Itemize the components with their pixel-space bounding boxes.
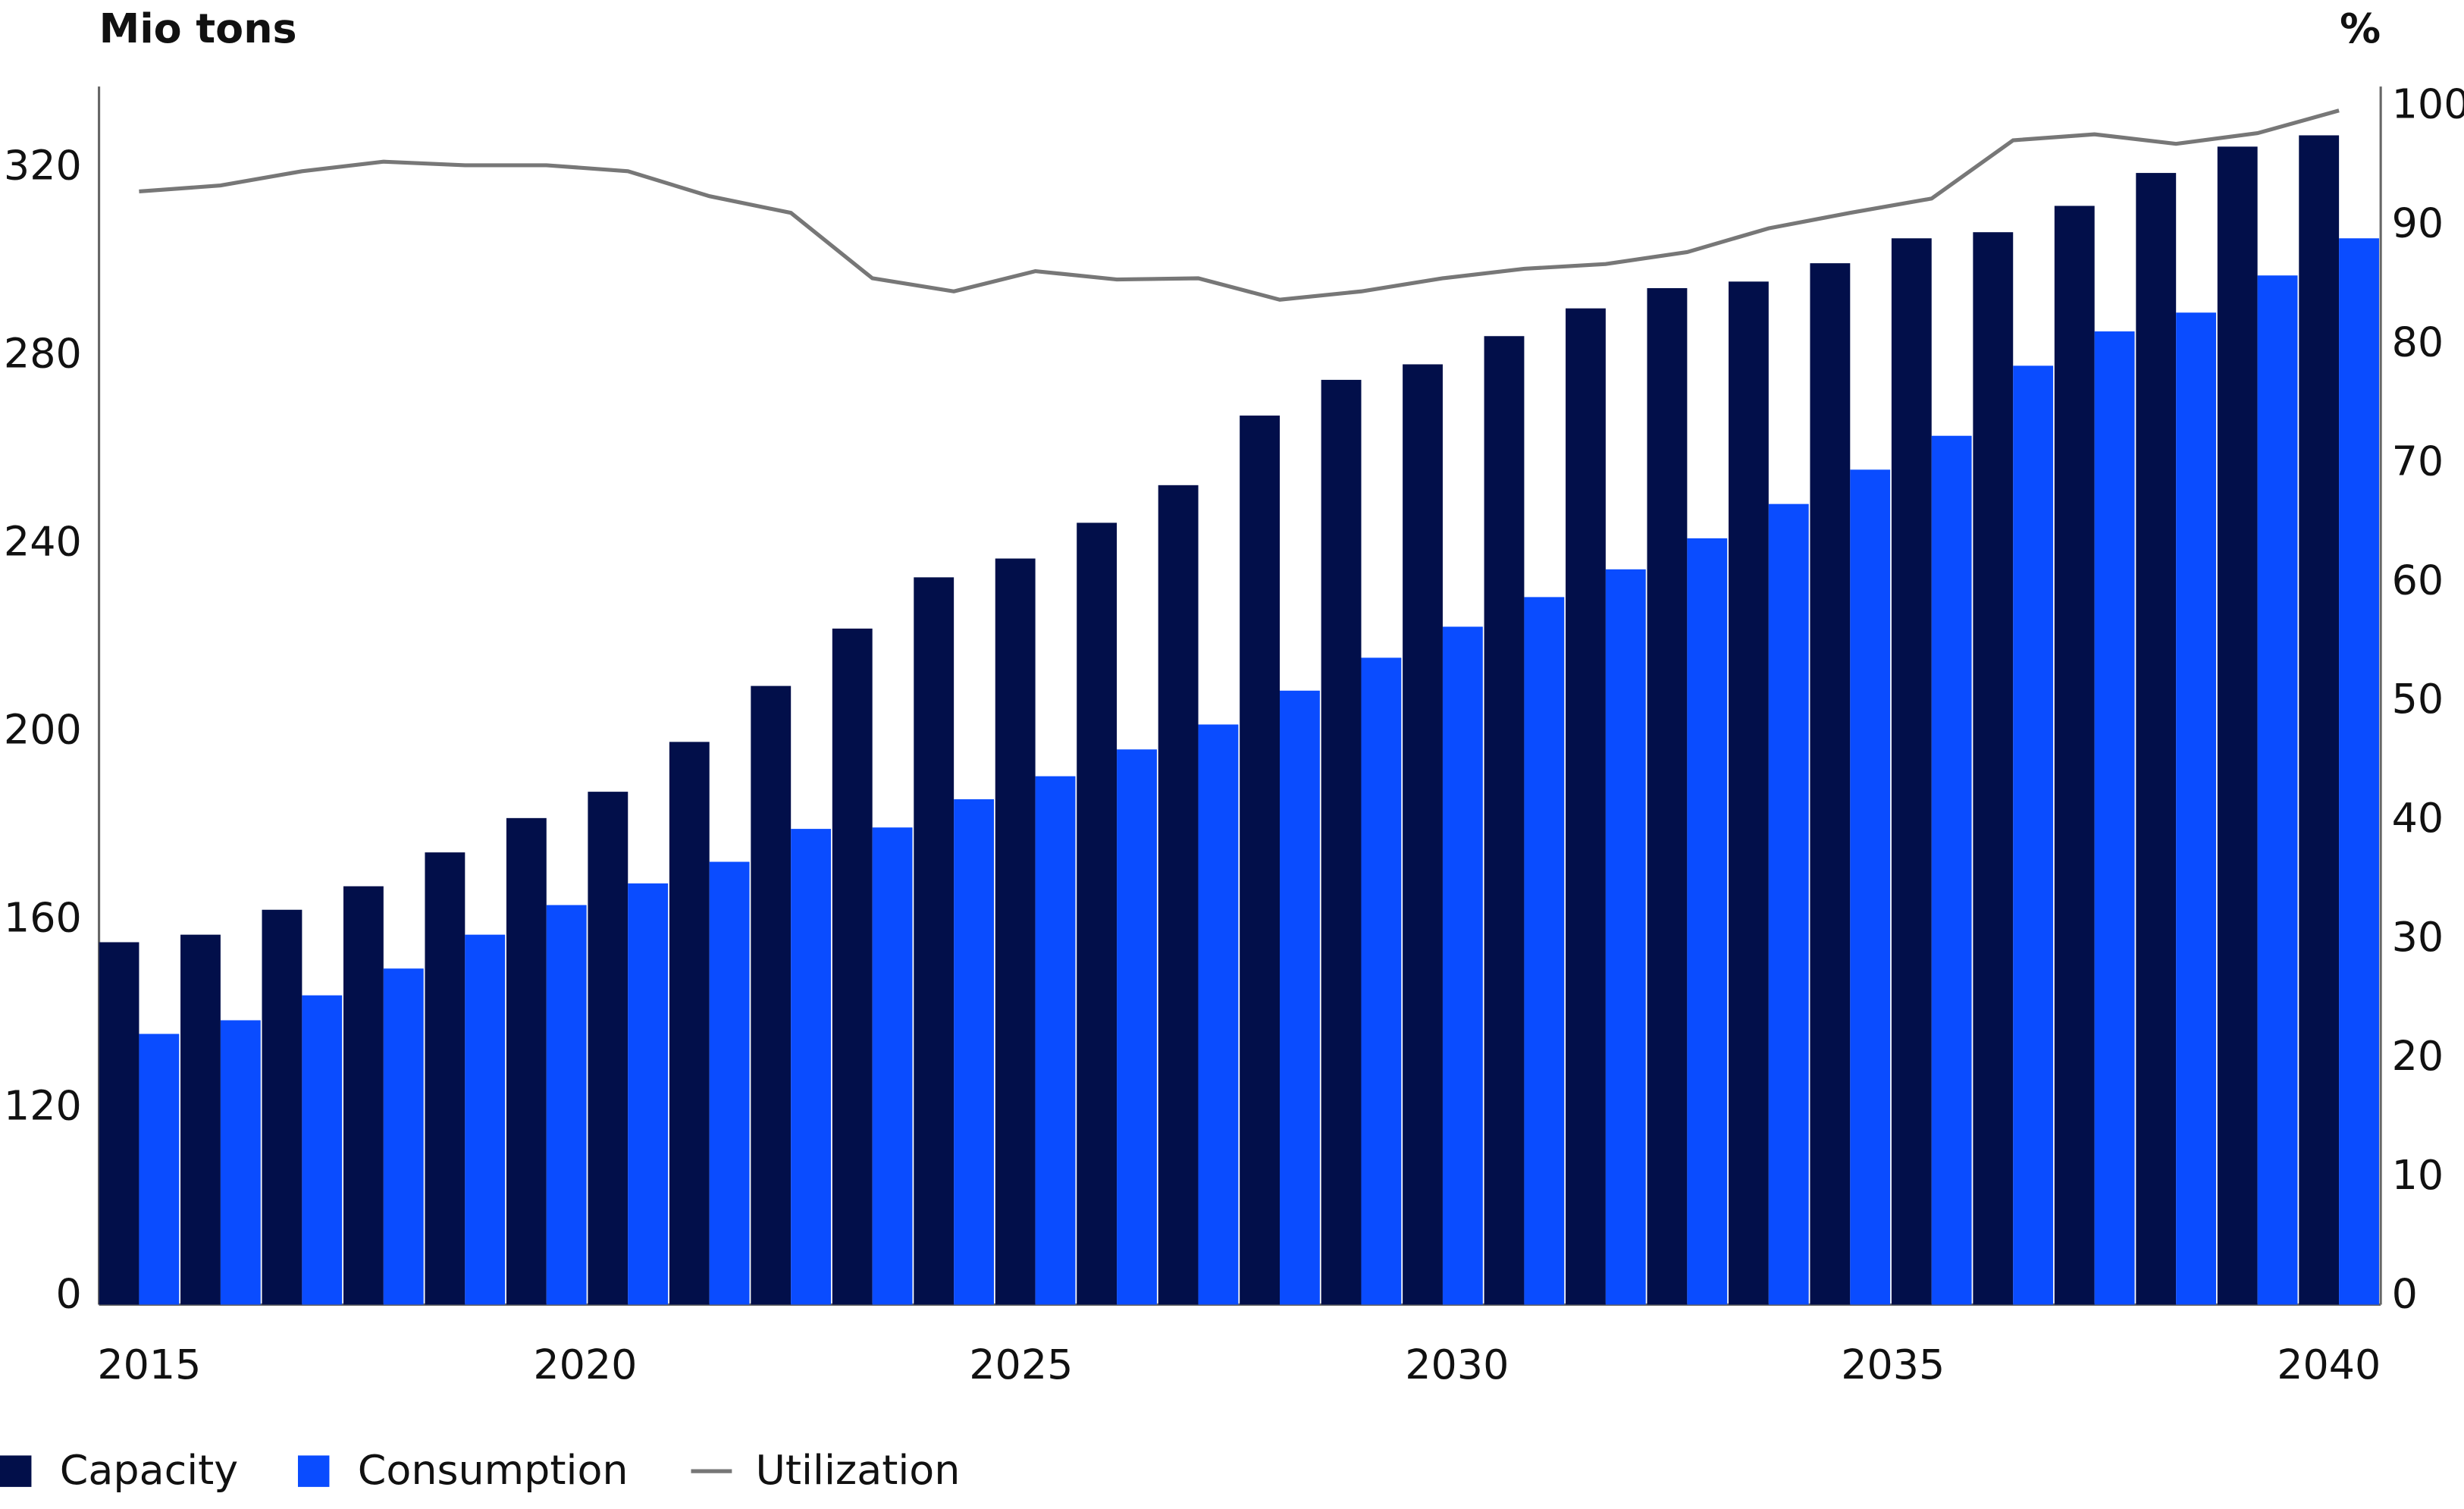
bar xyxy=(914,577,955,1305)
bar xyxy=(1850,469,1891,1305)
y-axis-title: Mio tons xyxy=(99,5,297,52)
bar xyxy=(2299,135,2340,1305)
bar xyxy=(302,995,343,1305)
bar xyxy=(628,883,669,1305)
bar xyxy=(751,685,792,1305)
bar xyxy=(1240,416,1281,1305)
bar xyxy=(1973,232,2014,1305)
bar xyxy=(1728,281,1769,1305)
bar xyxy=(99,942,140,1305)
bar xyxy=(1605,569,1646,1305)
bar xyxy=(954,799,994,1305)
legend-swatch xyxy=(0,1455,32,1487)
legend-swatch xyxy=(297,1455,330,1487)
bar xyxy=(995,558,1036,1305)
bar xyxy=(1403,364,1443,1305)
bar xyxy=(1566,308,1606,1305)
bar xyxy=(1442,626,1483,1305)
line xyxy=(139,108,2340,302)
bar xyxy=(139,1034,180,1305)
bar xyxy=(1524,597,1565,1305)
bar xyxy=(2176,312,2217,1305)
bar xyxy=(2013,365,2054,1305)
y2-tick-label: 60 xyxy=(2392,556,2444,604)
y2-tick-label: 10 xyxy=(2392,1151,2444,1199)
bar xyxy=(2054,205,2095,1305)
legend-label: Capacity xyxy=(60,1446,238,1494)
bar xyxy=(709,861,750,1305)
bar xyxy=(1158,485,1199,1305)
bar xyxy=(262,909,303,1305)
x-tick-label: 2035 xyxy=(1841,1341,1945,1388)
x-tick-label: 2030 xyxy=(1405,1341,1509,1388)
bar xyxy=(506,817,547,1305)
bar xyxy=(1280,690,1320,1305)
bar xyxy=(425,852,466,1305)
y2-tick-label: 30 xyxy=(2392,913,2444,961)
y-tick-label: 160 xyxy=(4,894,82,942)
y2-tick-label: 90 xyxy=(2392,199,2444,247)
bar xyxy=(2339,238,2379,1305)
legend-label: Consumption xyxy=(358,1446,629,1494)
bar xyxy=(1321,379,1362,1305)
bar xyxy=(1117,749,1157,1305)
x-tick-label: 2040 xyxy=(2277,1341,2381,1388)
x-tick-label: 2025 xyxy=(969,1341,1073,1388)
bar xyxy=(791,829,832,1305)
bar xyxy=(2094,331,2135,1305)
x-tick-label: 2015 xyxy=(97,1341,201,1388)
y2-tick-label: 20 xyxy=(2392,1032,2444,1080)
bar xyxy=(1647,288,1688,1305)
bar xyxy=(180,934,221,1305)
bar xyxy=(2257,275,2298,1305)
bar xyxy=(1891,238,1932,1305)
y2-tick-label: 80 xyxy=(2392,318,2444,365)
bar xyxy=(343,886,384,1305)
bar xyxy=(1931,435,1972,1305)
bar xyxy=(546,905,587,1305)
y2-tick-label: 40 xyxy=(2392,794,2444,842)
y2-tick-label: 100 xyxy=(2392,80,2464,128)
y-tick-label: 200 xyxy=(4,706,82,754)
legend-label: Utilization xyxy=(755,1446,960,1494)
bar xyxy=(1077,522,1118,1305)
y-tick-label: 120 xyxy=(4,1082,82,1130)
bar xyxy=(1361,657,1402,1305)
bar xyxy=(1484,336,1525,1305)
bar xyxy=(465,934,506,1305)
x-tick-label: 2020 xyxy=(533,1341,637,1388)
bar xyxy=(220,1020,261,1305)
bar xyxy=(832,628,873,1305)
bar xyxy=(1768,504,1809,1305)
y2-tick-label: 50 xyxy=(2392,675,2444,723)
y-tick-label: 320 xyxy=(4,142,82,190)
bar xyxy=(1035,776,1076,1305)
bar xyxy=(1198,724,1239,1305)
y2-axis-title: % xyxy=(2340,5,2381,52)
y2-tick-label: 0 xyxy=(2392,1270,2418,1318)
bar xyxy=(2136,173,2177,1305)
bar xyxy=(1687,538,1728,1305)
bar xyxy=(2217,146,2258,1305)
y-tick-label: 240 xyxy=(4,518,82,566)
y2-tick-label: 70 xyxy=(2392,437,2444,485)
y-tick-label: 280 xyxy=(4,330,82,378)
bar xyxy=(1810,263,1851,1305)
y-tick-label: 0 xyxy=(55,1270,81,1318)
bar xyxy=(588,792,629,1305)
bar xyxy=(669,742,710,1305)
bar xyxy=(872,827,913,1305)
bar xyxy=(383,968,424,1305)
